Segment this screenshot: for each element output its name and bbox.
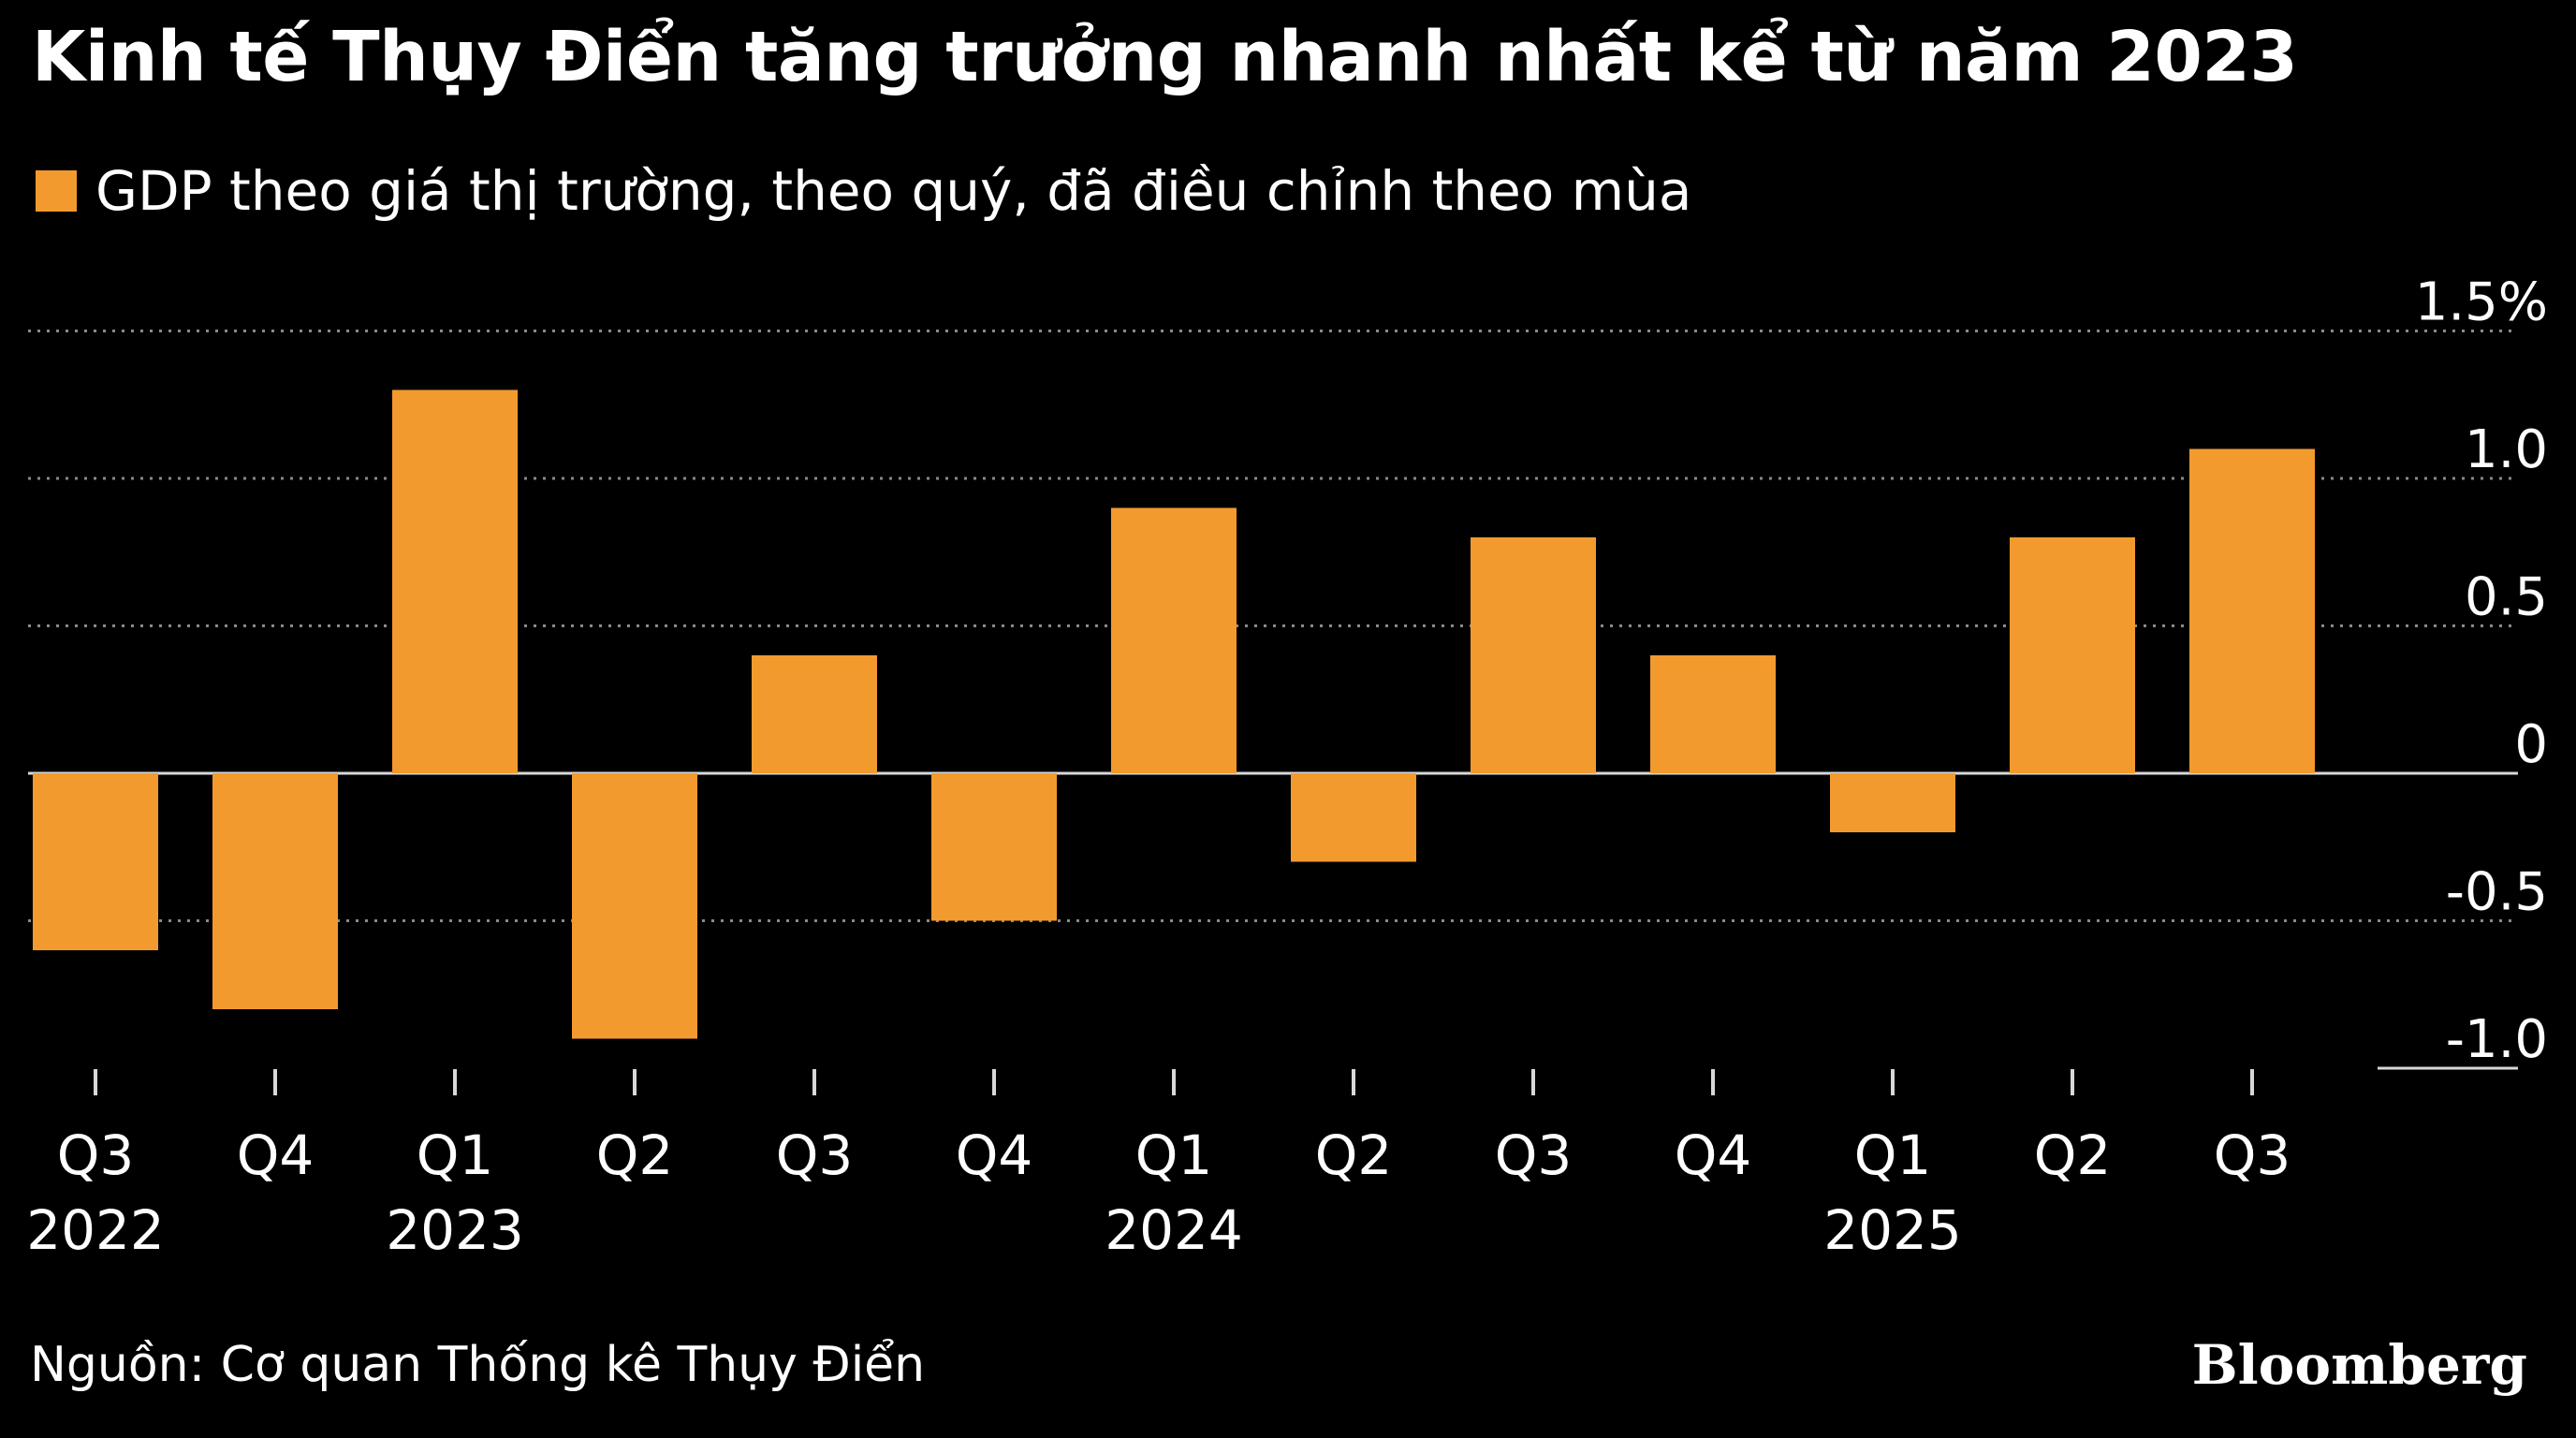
legend-swatch — [36, 170, 77, 212]
bar — [392, 389, 518, 773]
y-tick-label: 1.5% — [2415, 272, 2548, 333]
chart-title: Kinh tế Thụy Điển tăng trưởng nhanh nhất… — [32, 17, 2298, 97]
x-year-label: 2023 — [386, 1198, 524, 1262]
x-tick-label: Q4 — [1675, 1123, 1752, 1187]
x-year-label: 2024 — [1105, 1198, 1243, 1262]
x-tick-label: Q4 — [956, 1123, 1033, 1187]
x-tick-label: Q2 — [1315, 1123, 1393, 1187]
y-tick-label: -0.5 — [2446, 862, 2548, 923]
x-tick-label: Q3 — [57, 1123, 135, 1187]
legend: GDP theo giá thị trường, theo quý, đã đi… — [36, 159, 1691, 223]
x-tick-label: Q1 — [1854, 1123, 1932, 1187]
bar — [1650, 655, 1776, 773]
bar — [2189, 448, 2315, 773]
y-tick-label: 0 — [2514, 714, 2548, 775]
x-tick-label: Q3 — [2214, 1123, 2291, 1187]
bar — [1830, 773, 1955, 832]
x-tick-label: Q3 — [1495, 1123, 1573, 1187]
y-tick-label: 1.0 — [2465, 419, 2548, 480]
source-note: Nguồn: Cơ quan Thống kê Thụy Điển — [30, 1337, 926, 1393]
bar — [1111, 507, 1237, 773]
bar — [931, 773, 1057, 921]
x-tick-label: Q1 — [1135, 1123, 1213, 1187]
bar — [572, 773, 697, 1039]
y-tick-label: -1.0 — [2446, 1009, 2548, 1070]
bar — [1471, 537, 1596, 773]
x-tick-label: Q2 — [2034, 1123, 2112, 1187]
legend-label: GDP theo giá thị trường, theo quý, đã đi… — [95, 159, 1692, 223]
bar — [1291, 773, 1416, 862]
x-tick-label: Q1 — [417, 1123, 494, 1187]
x-tick-label: Q2 — [596, 1123, 674, 1187]
bar — [212, 773, 338, 1009]
bar — [752, 655, 877, 773]
bar — [2010, 537, 2135, 773]
x-year-label: 2025 — [1823, 1198, 1962, 1262]
x-tick-label: Q3 — [776, 1123, 854, 1187]
x-year-label: 2022 — [26, 1198, 165, 1262]
bloomberg-logo: Bloomberg — [2191, 1333, 2527, 1397]
bar — [33, 773, 158, 950]
y-tick-label: 0.5 — [2465, 567, 2548, 628]
x-tick-label: Q4 — [237, 1123, 315, 1187]
